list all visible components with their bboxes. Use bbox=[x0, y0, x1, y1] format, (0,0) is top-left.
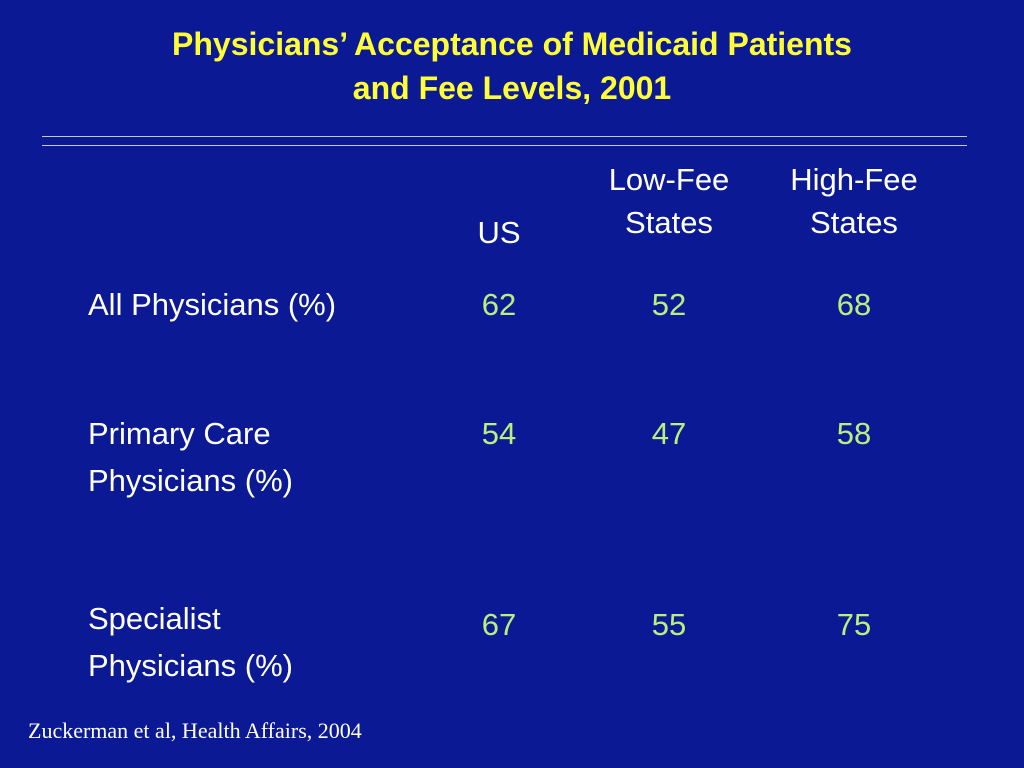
row-label-primary-care: Primary Care Physicians (%) bbox=[88, 410, 293, 504]
row-label-line: Physicians (%) bbox=[88, 463, 293, 498]
cell-primary-low-fee: 47 bbox=[651, 416, 687, 451]
column-header-high-fee-line-2: States bbox=[810, 205, 898, 240]
column-header-low-fee-line-2: States bbox=[625, 205, 713, 240]
row-label-line: Specialist bbox=[88, 601, 221, 636]
cell-specialist-us: 67 bbox=[481, 607, 517, 642]
cell-all-us: 62 bbox=[481, 287, 517, 322]
row-label-all-physicians: All Physicians (%) bbox=[88, 281, 336, 328]
row-label-line: Physicians (%) bbox=[88, 648, 293, 683]
column-header-us: US bbox=[477, 215, 521, 250]
slide-title: Physicians’ Acceptance of Medicaid Patie… bbox=[0, 22, 1024, 110]
slide-title-line-2: and Fee Levels, 2001 bbox=[352, 70, 672, 106]
row-label-line: Primary Care bbox=[88, 416, 271, 451]
column-header-low-fee-line-1: Low-Fee bbox=[608, 162, 730, 197]
cell-primary-high-fee: 58 bbox=[836, 416, 872, 451]
title-divider-bottom bbox=[42, 145, 967, 146]
slide-title-line-1: Physicians’ Acceptance of Medicaid Patie… bbox=[172, 26, 852, 62]
cell-all-low-fee: 52 bbox=[651, 287, 687, 322]
column-header-high-fee: High-Fee States bbox=[769, 158, 939, 244]
row-label-specialist: Specialist Physicians (%) bbox=[88, 595, 293, 689]
title-divider-top bbox=[42, 136, 967, 137]
cell-all-high-fee: 68 bbox=[836, 287, 872, 322]
row-label-line: All Physicians (%) bbox=[88, 287, 337, 322]
source-citation: Zuckerman et al, Health Affairs, 2004 bbox=[28, 718, 362, 743]
cell-primary-us: 54 bbox=[481, 416, 517, 451]
column-header-high-fee-line-1: High-Fee bbox=[790, 162, 918, 197]
column-header-low-fee: Low-Fee States bbox=[584, 158, 754, 244]
cell-specialist-low-fee: 55 bbox=[651, 607, 687, 642]
cell-specialist-high-fee: 75 bbox=[836, 607, 872, 642]
